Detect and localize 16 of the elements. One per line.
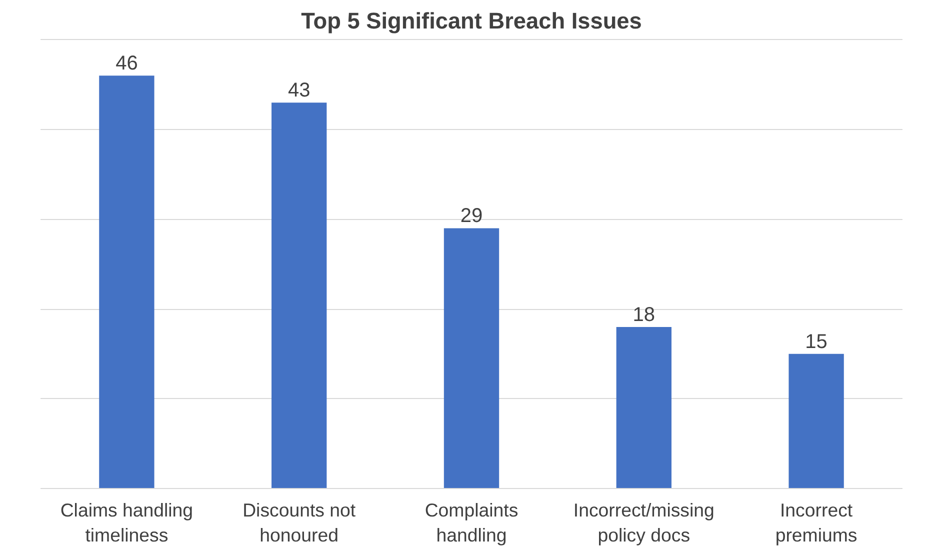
chart-title: Top 5 Significant Breach Issues xyxy=(301,8,642,34)
bar xyxy=(616,326,672,488)
x-tick-label: Incorrect premiums xyxy=(775,500,858,546)
x-tick-label: Discounts not honoured xyxy=(242,500,356,546)
x-tick-label: Claims handling timeliness xyxy=(60,500,194,546)
data-label: 18 xyxy=(632,304,656,326)
bar xyxy=(444,228,500,488)
bar xyxy=(272,102,327,488)
data-label: 29 xyxy=(460,205,483,228)
data-label: 43 xyxy=(288,80,310,102)
bar xyxy=(99,76,154,488)
data-label: 46 xyxy=(116,52,138,75)
data-label: 15 xyxy=(805,330,828,353)
bar xyxy=(788,354,844,488)
x-tick-label: Incorrect/missing policy docs xyxy=(573,500,714,546)
x-tick-label: Complaints handling xyxy=(424,500,518,546)
